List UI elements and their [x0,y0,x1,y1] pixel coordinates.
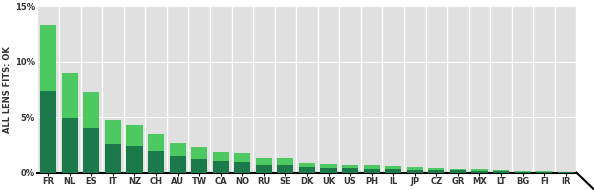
Bar [127,125,143,173]
Bar [277,165,293,173]
Bar [558,172,574,173]
Bar [364,165,380,173]
Bar [62,73,78,173]
Bar [536,172,552,173]
Bar [493,171,509,173]
Bar [320,164,337,173]
Bar [127,146,143,173]
Bar [148,151,164,173]
Bar [213,161,229,173]
Bar [385,166,402,173]
Bar [428,168,444,173]
Bar [493,170,509,173]
Bar [364,169,380,173]
Bar [277,158,293,173]
Bar [191,147,207,173]
Bar [169,143,186,173]
Bar [105,120,121,173]
Bar [450,170,466,173]
Bar [558,172,574,173]
Bar [40,92,56,173]
Bar [472,171,488,173]
Bar [62,118,78,173]
Bar [472,169,488,173]
Bar [299,167,315,173]
Bar [256,158,272,173]
Bar [342,168,358,173]
Bar [320,168,337,173]
Bar [213,152,229,173]
Bar [234,162,251,173]
Bar [83,92,99,173]
Y-axis label: ALL LENS FITS: OK: ALL LENS FITS: OK [3,46,12,133]
Bar [385,169,402,173]
Bar [83,128,99,173]
Bar [450,169,466,173]
Bar [428,170,444,173]
Bar [407,167,423,173]
Bar [342,165,358,173]
Bar [407,169,423,173]
Bar [105,144,121,173]
Bar [256,165,272,173]
Bar [191,159,207,173]
Bar [536,171,552,173]
Bar [514,171,530,173]
Bar [514,172,530,173]
Bar [169,156,186,173]
Bar [299,163,315,173]
Bar [234,153,251,173]
Bar [40,25,56,173]
Bar [148,134,164,173]
